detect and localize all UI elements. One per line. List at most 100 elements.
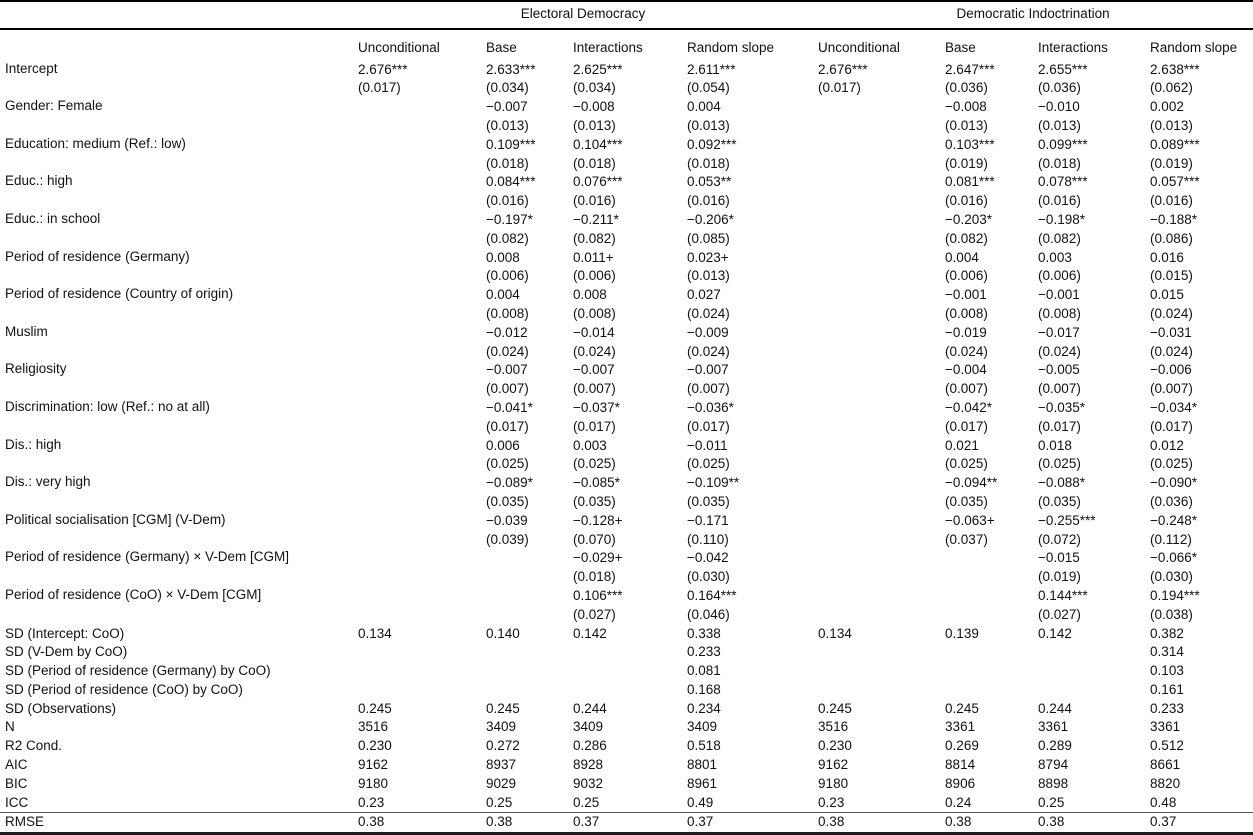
coefficient-row: Discrimination: low (Ref.: no at all) −0.… <box>0 399 1253 437</box>
coefficient-cell: −0.255*** (0.072) <box>1033 512 1145 550</box>
estimate-value: −0.007 <box>687 362 729 378</box>
stat-cell: 3409 <box>573 719 604 735</box>
standard-error-value: (0.015) <box>1150 268 1193 284</box>
standard-error-value: (0.025) <box>486 456 529 472</box>
coefficient-cell: −0.004 (0.007) <box>940 361 1033 399</box>
standard-error-value <box>486 606 568 625</box>
stat-cell <box>353 643 481 662</box>
column-header-spacer <box>0 29 353 61</box>
stat-cell: 3361 <box>1150 719 1181 735</box>
stat-cell <box>568 643 682 662</box>
stat-row: BIC 9180 9029 9032 8961 9180 8906 8898 8820 <box>0 775 1253 794</box>
estimate-value <box>818 136 940 155</box>
coefficient-row: Period of residence (CoO) × V-Dem [CGM] 0… <box>0 587 1253 625</box>
standard-error-value: (0.082) <box>486 230 529 246</box>
coefficient-row: Gender: Female −0.007 (0.013) −0.008 (0.013)… <box>0 98 1253 136</box>
estimate-value: 2.638*** <box>1150 61 1200 77</box>
standard-error-value <box>818 155 940 174</box>
row-label: Period of residence (Country of origin) <box>5 286 234 302</box>
row-label: Intercept <box>5 60 58 76</box>
coefficient-cell <box>813 98 940 136</box>
coefficient-cell: −0.001 (0.008) <box>1033 286 1145 324</box>
coefficient-row: Dis.: very high −0.089* (0.035) −0.085* (0.0… <box>0 474 1253 512</box>
group-header-democratic-indoctrination: Democratic Indoctrination <box>813 1 1253 30</box>
estimate-value: 0.004 <box>486 287 520 303</box>
stat-row: SD (Period of residence (CoO) by CoO) 0.1… <box>0 681 1253 700</box>
estimate-value: −0.014 <box>573 324 615 340</box>
estimate-value: −0.012 <box>486 324 528 340</box>
standard-error-value: (0.024) <box>687 343 730 359</box>
coefficient-row: Period of residence (Germany) 0.008 (0.006… <box>0 249 1253 287</box>
coefficient-cell: 0.084*** (0.016) <box>481 173 568 211</box>
estimate-value: 0.164*** <box>687 587 737 603</box>
standard-error-value: (0.036) <box>1150 493 1193 509</box>
stat-cell: 8820 <box>1150 775 1181 791</box>
coefficient-cell: 0.103*** (0.019) <box>940 136 1033 174</box>
stat-cell <box>813 643 940 662</box>
estimate-value <box>358 211 481 230</box>
row-label: Period of residence (CoO) × V-Dem [CGM] <box>5 586 262 602</box>
stat-cell: 0.38 <box>353 812 481 834</box>
standard-error-value: (0.082) <box>945 230 988 246</box>
column-header-row: Unconditional Base Interactions Random s… <box>0 29 1253 61</box>
row-label: SD (Period of residence (CoO) by CoO) <box>5 681 243 697</box>
standard-error-value: (0.082) <box>1038 230 1081 246</box>
estimate-value: 2.633*** <box>486 61 536 77</box>
estimate-value: −0.007 <box>486 362 528 378</box>
coefficient-cell: −0.007 (0.007) <box>568 361 682 399</box>
row-label: SD (Period of residence (Germany) by CoO… <box>5 663 271 679</box>
stat-cell <box>353 662 481 681</box>
coefficient-cell <box>813 211 940 249</box>
estimate-value <box>358 98 481 117</box>
stat-cell: 0.286 <box>573 738 607 754</box>
standard-error-value: (0.016) <box>1038 193 1081 209</box>
standard-error-value: (0.024) <box>945 343 988 359</box>
stat-cell: 0.233 <box>687 644 721 660</box>
stat-cell: 8794 <box>1038 757 1069 773</box>
coefficient-cell: −0.042 (0.030) <box>682 549 813 587</box>
coefficient-cell <box>813 437 940 475</box>
standard-error-value: (0.070) <box>573 531 616 547</box>
coefficient-cell <box>353 512 481 550</box>
estimate-value: −0.255*** <box>1038 512 1096 528</box>
estimate-value: 0.194*** <box>1150 587 1200 603</box>
coefficient-cell: 0.078*** (0.016) <box>1033 173 1145 211</box>
stat-cell: 8961 <box>687 775 718 791</box>
coefficient-cell <box>481 549 568 587</box>
table-header: Electoral Democracy Democratic Indoctrin… <box>0 1 1253 61</box>
estimate-value: −0.031 <box>1150 324 1192 340</box>
row-label: SD (Intercept: CoO) <box>5 625 125 641</box>
estimate-value: −0.008 <box>945 99 987 115</box>
coefficient-cell: 0.003 (0.025) <box>568 437 682 475</box>
coefficient-cell: 0.008 (0.006) <box>481 249 568 287</box>
coefficient-cell: −0.010 (0.013) <box>1033 98 1145 136</box>
row-label: N <box>5 719 15 735</box>
estimate-value: −0.042 <box>687 550 729 566</box>
standard-error-value: (0.037) <box>945 531 988 547</box>
standard-error-value: (0.072) <box>1038 531 1081 547</box>
stat-cell: 8928 <box>573 757 604 773</box>
estimate-value: −0.034* <box>1150 399 1197 415</box>
stat-cell: 9162 <box>818 757 849 773</box>
stat-cell <box>353 681 481 700</box>
standard-error-value: (0.024) <box>687 305 730 321</box>
coefficient-cell: −0.206* (0.085) <box>682 211 813 249</box>
model-stats-section: SD (Intercept: CoO) 0.134 0.140 0.142 0.338 0… <box>0 625 1253 834</box>
estimate-value <box>818 512 940 531</box>
standard-error-value: (0.035) <box>945 493 988 509</box>
coefficient-row: Religiosity −0.007 (0.007) −0.007 (0.007) −0.… <box>0 361 1253 399</box>
coefficient-cell: 0.081*** (0.016) <box>940 173 1033 211</box>
coefficient-cell: 0.004 (0.013) <box>682 98 813 136</box>
standard-error-value <box>358 117 481 136</box>
coefficient-cell: 0.006 (0.025) <box>481 437 568 475</box>
coefficient-cell: −0.088* (0.035) <box>1033 474 1145 512</box>
stat-cell: 0.37 <box>682 812 814 834</box>
standard-error-value: (0.013) <box>687 268 730 284</box>
standard-error-value: (0.027) <box>573 606 616 622</box>
coefficient-cell: −0.248* (0.112) <box>1145 512 1253 550</box>
estimate-value: −0.203* <box>945 211 992 227</box>
stat-cell: 0.314 <box>1150 644 1184 660</box>
coefficient-cell: 0.092*** (0.018) <box>682 136 813 174</box>
